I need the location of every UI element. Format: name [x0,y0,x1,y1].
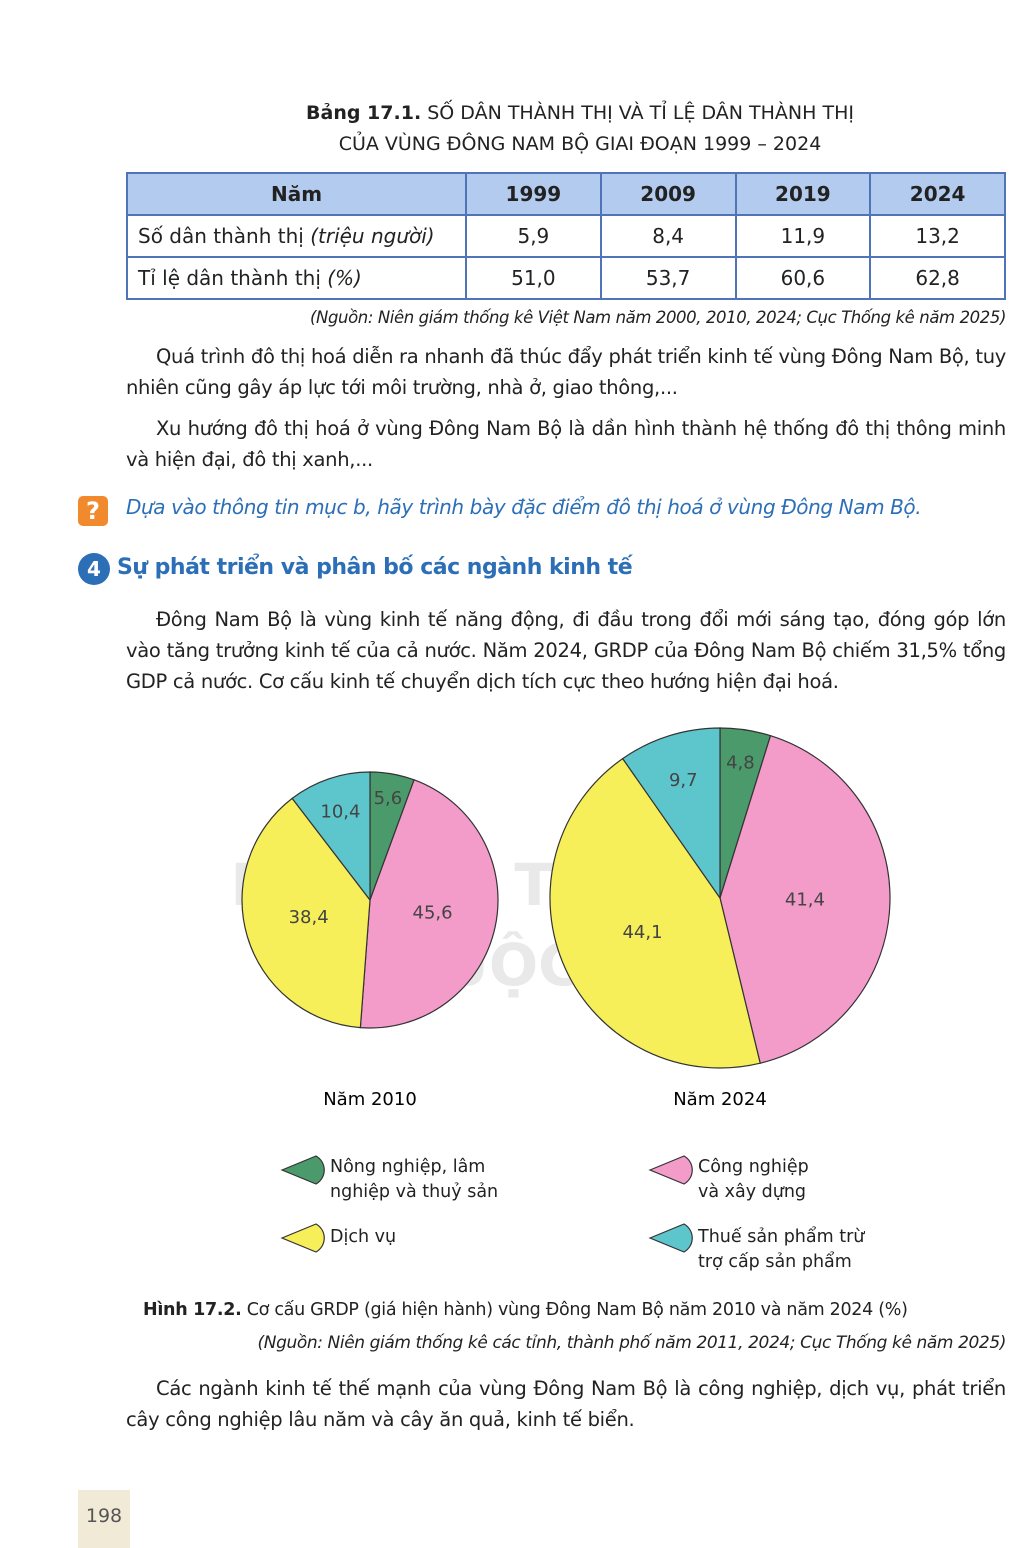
pie-slice [359,779,499,1029]
unit: (%) [327,266,362,290]
table-caption: Bảng 17.1. SỐ DÂN THÀNH THỊ VÀ TỈ LỆ DÂN… [300,98,860,160]
paragraph: Quá trình đô thị hoá diễn ra nhanh đã th… [126,345,1006,399]
legend-marker [280,1223,325,1253]
figure-caption: Hình 17.2. Cơ cấu GRDP (giá hiện hành) v… [143,1300,908,1320]
header-cell: 2019 [734,172,872,216]
label: Tỉ lệ dân thành thị [138,266,321,290]
paragraph: Các ngành kinh tế thế mạnh của vùng Đông… [126,1377,1006,1431]
row: Tỉ lệ dân thành thị (%) 51,0 53,7 60,6 6… [126,256,1006,300]
value-label: 5,6 [374,788,403,809]
legend-label: Nông nghiệp, lâm nghiệp và thuỷ sản [330,1157,499,1202]
row-label: Số dân thành thị (triệu người) [126,214,467,258]
data-table: Năm 1999 2009 2019 2024 Số dân thành thị… [126,172,1006,300]
page-number: 198 [78,1490,130,1548]
value-label: 44,1 [622,922,662,943]
unit: (triệu người) [310,224,435,248]
section-number: 4 [78,553,110,585]
header-cell: Năm [126,172,467,216]
cell: 53,7 [599,256,737,300]
pie-slice [719,734,891,1064]
row: Số dân thành thị (triệu người) 5,9 8,4 1… [126,214,1006,258]
header-cell: 2024 [869,172,1006,216]
row-label: Tỉ lệ dân thành thị (%) [126,256,467,300]
figure-source: (Nguồn: Niên giám thống kê các tỉnh, thà… [257,1333,1007,1353]
cell: 51,0 [465,256,602,300]
pie-slice [621,727,721,900]
pie-slice [241,797,371,1029]
label: Số dân thành thị [138,224,304,248]
cell: 5,9 [465,214,602,258]
caption-label: Bảng 17.1. [306,102,422,124]
cell: 62,8 [869,256,1006,300]
value-label: 9,7 [669,770,698,791]
header-cell: 1999 [465,172,602,216]
legend-label: Dịch vụ [330,1227,397,1247]
legend-label: Thuế sản phẩm trừ trợ cấp sản phẩm [698,1227,865,1272]
value-label: 10,4 [320,802,360,823]
caption-label: Hình 17.2. [143,1300,242,1320]
pie-slice [549,757,761,1069]
header-row: Năm 1999 2009 2019 2024 [126,172,1006,216]
caption-text: SỐ DÂN THÀNH THỊ VÀ TỈ LỆ DÂN THÀNH THỊ … [338,102,854,155]
value-label: 38,4 [289,907,329,928]
value-label: 41,4 [785,890,825,911]
chart-title: Năm 2024 [673,1089,767,1110]
legend-marker [648,1155,693,1185]
caption-text: Cơ cấu GRDP (giá hiện hành) vùng Đông Na… [246,1300,908,1320]
legend-label: Công nghiệp và xây dựng [698,1157,809,1202]
paragraph: Đông Nam Bộ là vùng kinh tế năng động, đ… [126,608,1006,693]
question-icon: ? [78,496,108,526]
value-label: 4,8 [726,753,755,774]
question-text: Dựa vào thông tin mục b, hãy trình bày đ… [126,495,922,519]
cell: 13,2 [869,214,1006,258]
table-source: (Nguồn: Niên giám thống kê Việt Nam năm … [309,308,1006,327]
paragraph: Xu hướng đô thị hoá ở vùng Đông Nam Bộ l… [126,417,1006,471]
legend-marker [280,1155,325,1185]
pie-slice [291,771,371,902]
cell: 8,4 [599,214,737,258]
cell: 11,9 [734,214,872,258]
section-title: Sự phát triển và phân bố các ngành kinh … [117,555,633,580]
chart-title: Năm 2010 [323,1089,417,1110]
value-label: 45,6 [413,903,453,924]
legend-marker [648,1223,693,1253]
cell: 60,6 [734,256,872,300]
header-cell: 2009 [599,172,737,216]
